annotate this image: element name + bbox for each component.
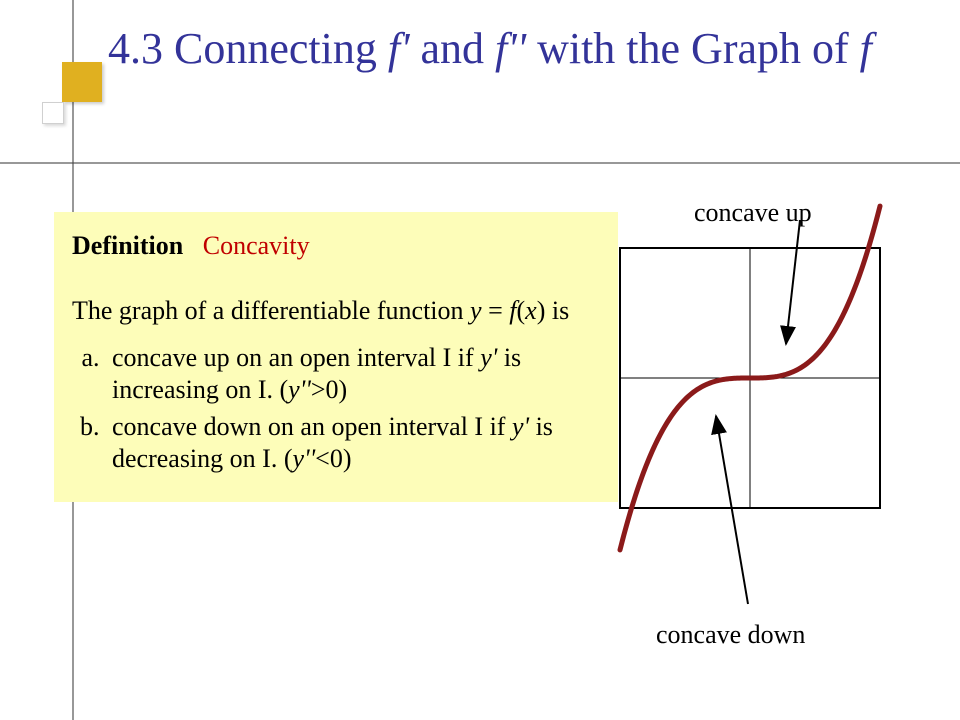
intro-paren-open: ( <box>516 296 525 325</box>
slide-title: 4.3 Connecting f' and f'' with the Graph… <box>108 24 908 75</box>
intro-paren-close: ) is <box>537 296 570 325</box>
item-tail: <0) <box>315 444 351 473</box>
slide: 4.3 Connecting f' and f'' with the Graph… <box>0 0 960 720</box>
intro-pre: The graph of a differentiable function <box>72 296 470 325</box>
definition-list: concave up on an open interval I if y' i… <box>72 342 600 476</box>
concavity-graph <box>620 248 880 508</box>
intro-eq-mid: = <box>482 296 510 325</box>
definition-label: Definition <box>72 231 183 260</box>
definition-term: Concavity <box>203 231 310 260</box>
title-prefix: 4.3 Connecting <box>108 24 388 73</box>
title-fprime: f' <box>388 24 410 73</box>
item-ypp: y'' <box>288 375 311 404</box>
label-concave-down: concave down <box>656 620 805 650</box>
title-mid: and <box>410 24 496 73</box>
label-concave-up: concave up <box>694 198 812 228</box>
intro-y: y <box>470 296 482 325</box>
title-suffix: with the Graph of <box>526 24 860 73</box>
item-pre: concave up on an open interval I if <box>112 343 480 372</box>
intro-x: x <box>525 296 537 325</box>
item-tail: >0) <box>311 375 347 404</box>
item-ypp: y'' <box>292 444 315 473</box>
gold-square-icon <box>62 62 102 102</box>
list-item: concave down on an open interval I if y'… <box>106 411 600 476</box>
item-pre: concave down on an open interval I if <box>112 412 512 441</box>
graph-svg <box>620 248 880 508</box>
list-item: concave up on an open interval I if y' i… <box>106 342 600 407</box>
definition-heading: Definition Concavity <box>72 230 600 263</box>
title-f: f <box>860 24 872 73</box>
item-yprime: y' <box>480 343 497 372</box>
item-yprime: y' <box>512 412 529 441</box>
definition-intro: The graph of a differentiable function y… <box>72 295 600 328</box>
title-fpp: f'' <box>495 24 526 73</box>
horizontal-rule <box>0 162 960 164</box>
white-square-icon <box>42 102 64 124</box>
definition-box: Definition Concavity The graph of a diff… <box>54 212 618 502</box>
